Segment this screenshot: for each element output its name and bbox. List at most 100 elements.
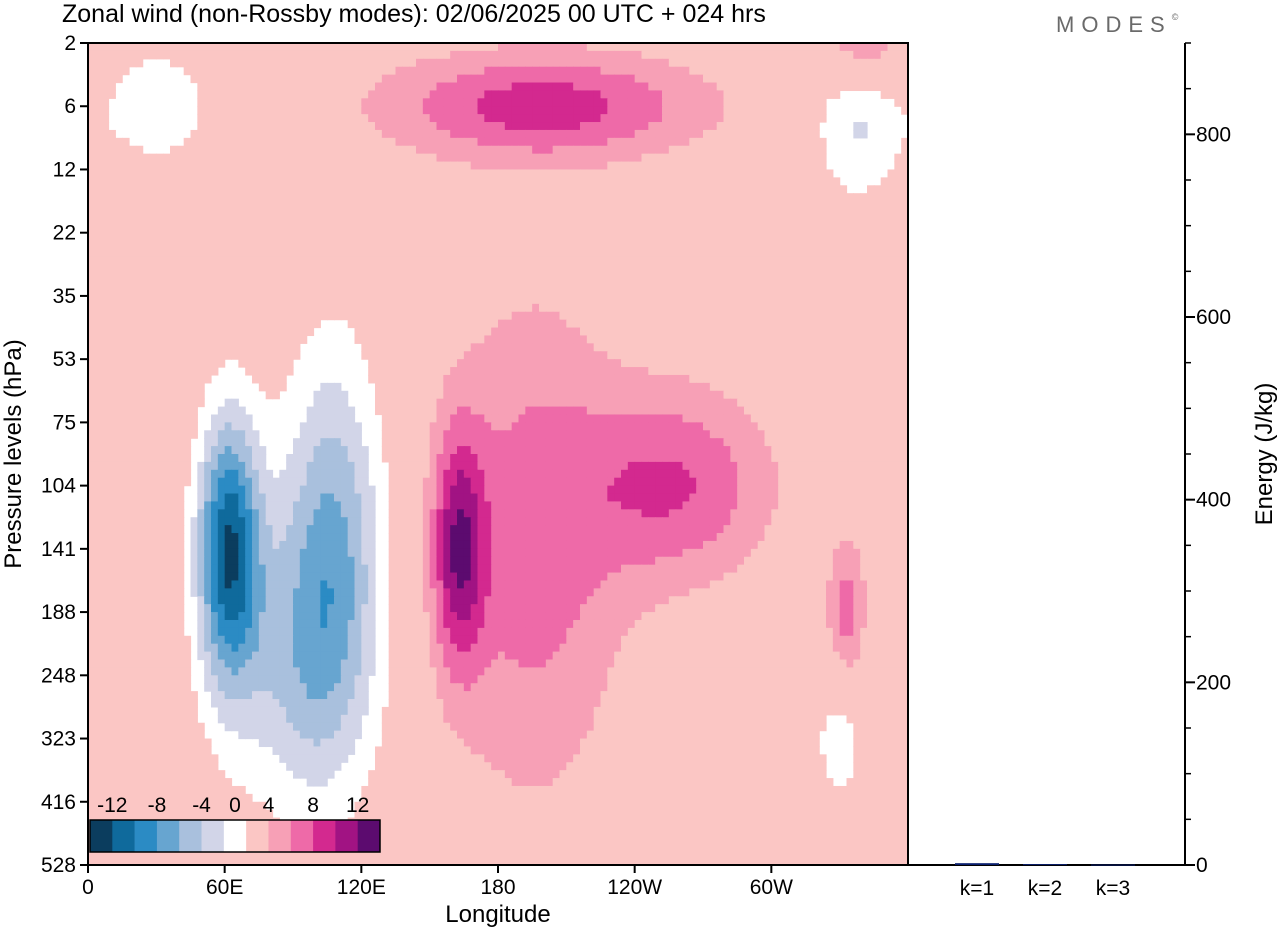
heat-cell xyxy=(580,90,588,99)
heat-cell xyxy=(477,240,485,250)
heat-cell xyxy=(231,216,239,226)
heat-cell xyxy=(88,224,96,234)
heat-cell xyxy=(798,374,807,384)
heat-cell xyxy=(566,272,574,281)
heat-cell xyxy=(798,201,807,210)
heat-cell xyxy=(525,137,533,147)
heat-cell xyxy=(470,374,479,384)
heat-cell xyxy=(170,382,178,392)
heat-cell xyxy=(614,50,622,60)
heat-cell xyxy=(771,208,779,218)
heat-cell xyxy=(183,335,192,344)
heat-cell xyxy=(402,114,410,123)
heat-cell xyxy=(313,216,321,226)
heat-cell xyxy=(457,201,465,210)
heat-cell xyxy=(566,390,574,400)
heat-cell xyxy=(135,359,144,368)
heat-cell xyxy=(156,264,164,273)
heat-cell xyxy=(805,288,813,297)
heat-cell xyxy=(880,240,889,250)
heat-cell xyxy=(306,248,315,257)
heat-cell xyxy=(429,208,438,218)
heat-cell xyxy=(470,351,479,360)
heat-cell xyxy=(812,98,820,107)
heat-cell xyxy=(525,74,533,84)
heat-cell xyxy=(306,82,315,92)
heat-cell xyxy=(744,82,752,92)
heat-cell xyxy=(101,90,110,99)
heat-cell xyxy=(703,122,711,131)
heat-cell xyxy=(190,145,198,155)
heat-cell xyxy=(621,382,629,392)
heat-cell xyxy=(115,351,123,360)
heat-cell xyxy=(819,367,827,376)
heat-cell xyxy=(627,161,636,171)
heat-cell xyxy=(272,374,280,384)
heat-cell xyxy=(641,216,649,226)
heat-cell xyxy=(217,58,226,68)
heat-cell xyxy=(122,272,130,281)
heat-cell xyxy=(573,122,581,131)
heat-cell xyxy=(422,74,431,84)
heat-cell xyxy=(552,343,561,352)
heat-cell xyxy=(484,232,492,242)
heat-cell xyxy=(443,129,451,139)
heat-cell xyxy=(286,216,294,226)
heat-cell xyxy=(812,58,820,68)
heat-cell xyxy=(409,359,417,368)
heat-cell xyxy=(730,272,738,281)
heat-cell xyxy=(846,303,854,313)
heat-cell xyxy=(183,295,192,305)
heat-cell xyxy=(689,216,697,226)
heat-cell xyxy=(709,43,718,52)
heat-cell xyxy=(470,145,479,155)
heat-cell xyxy=(272,74,280,84)
heat-cell xyxy=(668,232,677,242)
heat-cell xyxy=(142,216,151,226)
heat-cell xyxy=(812,374,820,384)
heat-cell xyxy=(887,264,895,273)
heat-cell xyxy=(361,272,369,281)
heat-cell xyxy=(238,122,246,131)
heat-cell xyxy=(682,193,690,202)
heat-cell xyxy=(655,232,663,242)
heat-cell xyxy=(129,208,137,218)
heat-cell xyxy=(183,161,192,171)
heat-cell xyxy=(279,98,287,107)
heat-cell xyxy=(320,161,328,171)
heat-cell xyxy=(511,311,520,321)
heat-cell xyxy=(265,264,274,273)
heat-cell xyxy=(518,208,526,218)
heat-cell xyxy=(375,82,383,92)
heat-cell xyxy=(231,232,239,242)
heat-cell xyxy=(518,232,526,242)
heat-cell xyxy=(737,240,745,250)
heat-cell xyxy=(826,319,834,329)
heat-cell xyxy=(764,264,772,273)
heat-cell xyxy=(450,303,458,313)
heat-cell xyxy=(518,311,526,321)
heat-cell xyxy=(586,280,595,289)
heat-cell xyxy=(901,327,909,337)
heat-cell xyxy=(504,335,513,344)
heat-cell xyxy=(293,122,301,131)
heat-cell xyxy=(484,169,492,178)
heat-cell xyxy=(559,256,567,265)
heat-cell xyxy=(860,367,868,376)
heat-cell xyxy=(607,177,615,186)
heat-cell xyxy=(299,201,308,210)
heat-cell xyxy=(785,343,793,352)
heat-cell xyxy=(436,359,444,368)
heat-cell xyxy=(334,98,342,107)
heat-cell xyxy=(498,169,506,178)
heat-cell xyxy=(867,374,875,384)
heat-cell xyxy=(682,272,690,281)
heat-cell xyxy=(88,74,96,84)
heat-cell xyxy=(142,303,151,313)
heat-cell xyxy=(867,208,875,218)
heat-cell xyxy=(156,161,164,171)
heat-cell xyxy=(299,129,308,139)
heat-cell xyxy=(723,122,731,131)
heat-cell xyxy=(771,327,779,337)
heat-cell xyxy=(812,382,820,392)
